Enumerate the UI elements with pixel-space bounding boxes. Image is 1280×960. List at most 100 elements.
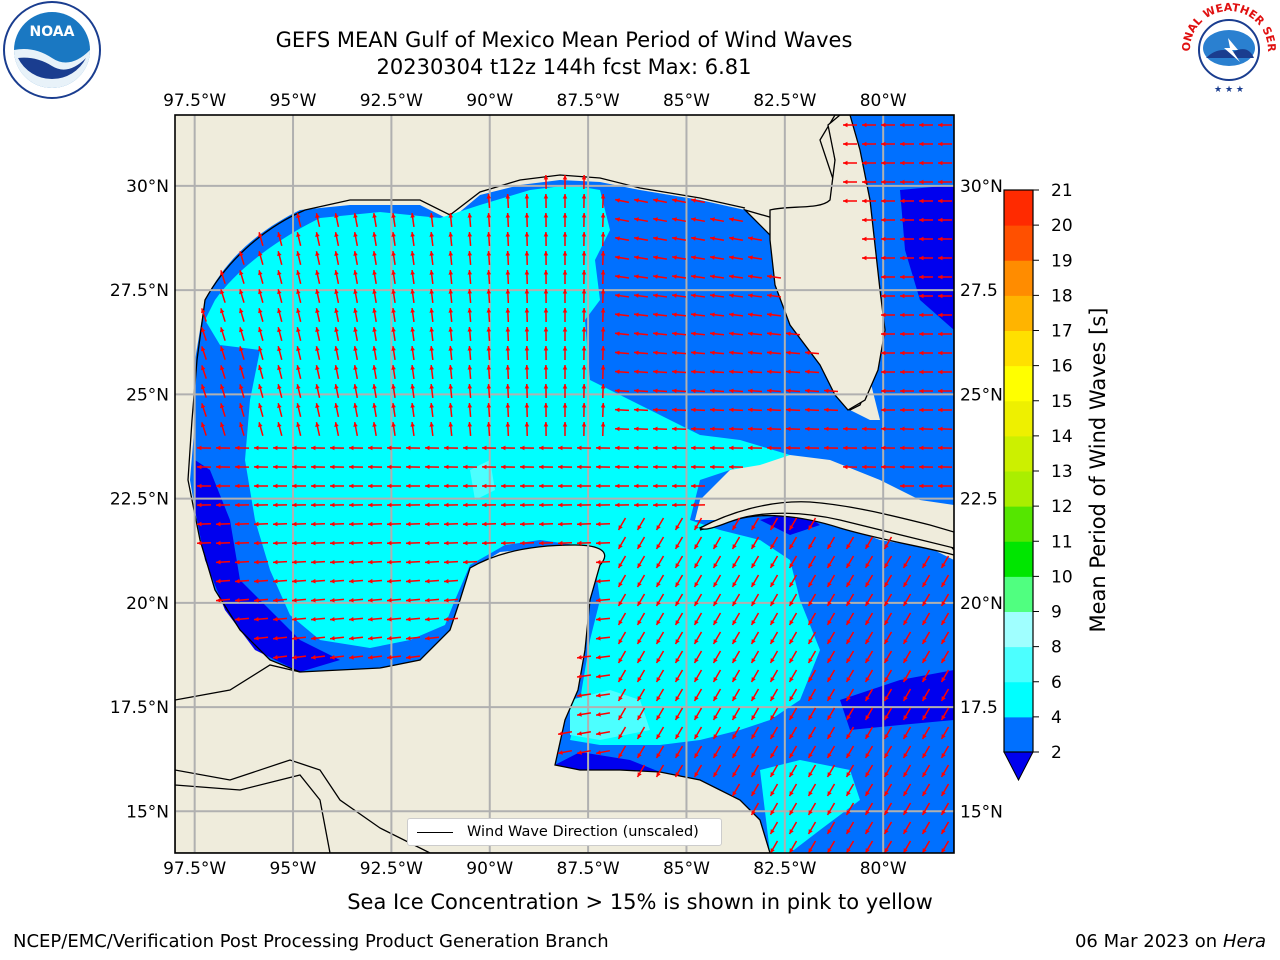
lat-label-left: 27.5°N (110, 281, 169, 301)
wind-arrow-head (824, 445, 829, 451)
wind-arrow-head (843, 160, 848, 166)
wind-arrow-head (789, 848, 794, 853)
wind-arrow-head (429, 384, 434, 389)
colorbar-tick-label: 9 (1051, 603, 1062, 623)
wind-arrow-head (865, 715, 870, 721)
wind-arrow-head (900, 236, 905, 242)
wind-arrow-head (919, 388, 924, 394)
wind-arrow-head (391, 327, 396, 332)
wind-arrow-head (311, 655, 316, 660)
wind-arrow-head (596, 445, 601, 451)
wind-arrow-head (732, 525, 737, 531)
wind-arrow-head (938, 236, 943, 242)
wind-arrow-head (596, 674, 601, 679)
wind-arrow-head (656, 582, 661, 588)
wind-arrow-head (201, 384, 206, 390)
wind-arrow-head (634, 274, 639, 279)
wind-arrow-head (634, 388, 639, 394)
wind-arrow-head (862, 236, 867, 242)
wind-arrow-head (770, 563, 775, 569)
wind-arrow-head (429, 365, 434, 370)
wind-arrow-head (710, 331, 715, 336)
footer-date: 06 Mar 2023 on Hera (1075, 931, 1266, 952)
wind-arrow-head (311, 616, 316, 622)
wind-arrow-head (691, 407, 696, 413)
wind-arrow-head (505, 327, 511, 332)
wind-arrow-head (235, 502, 240, 508)
wind-arrow-head (581, 270, 587, 275)
wind-arrow-head (710, 217, 715, 222)
lon-label-top: 80°W (860, 91, 907, 111)
wind-arrow-head (425, 578, 430, 584)
wind-arrow-head (843, 179, 848, 185)
wind-arrow-head (827, 772, 832, 778)
wind-arrow-head (770, 696, 775, 702)
wind-arrow-head (770, 810, 775, 816)
wind-arrow-head (865, 772, 870, 778)
wind-arrow-head (938, 388, 943, 394)
wind-arrow-head (900, 274, 905, 280)
wind-arrow-head (808, 677, 813, 683)
wind-arrow-head (653, 483, 658, 489)
wind-arrow-head (334, 232, 339, 237)
wind-arrow-head (292, 616, 297, 622)
wind-arrow-head (330, 636, 335, 641)
wind-arrow-head (824, 388, 829, 394)
colorbar: 2 4 6 8 9 10 11 12 13 14 15 16 17 18 19 20 21 (1003, 181, 1073, 782)
wind-arrow-head (767, 312, 772, 317)
wind-arrow-head (900, 483, 905, 489)
wind-arrow-head (919, 198, 924, 204)
wind-arrow-head (618, 639, 623, 645)
wind-arrow-head (444, 502, 449, 508)
wind-arrow-head (235, 616, 240, 622)
wind-arrow-head (273, 597, 278, 603)
wind-arrow-head (710, 369, 715, 375)
wind-arrow-head (786, 388, 791, 394)
wind-arrow-head (786, 369, 791, 375)
wind-arrow-head (239, 308, 244, 314)
wind-arrow-head (865, 639, 870, 645)
wind-arrow-head (865, 658, 870, 664)
wind-arrow-head (482, 502, 487, 508)
wind-arrow-head (505, 308, 511, 313)
colorbar-swatch (1004, 716, 1033, 753)
wind-arrow-head (368, 502, 373, 508)
wind-arrow-head (296, 251, 301, 257)
wind-arrow-head (713, 563, 718, 569)
wind-arrow-head (410, 232, 415, 237)
wind-arrow-head (463, 540, 468, 546)
wind-arrow-head (884, 696, 889, 702)
wind-arrow-head (311, 445, 316, 451)
wind-arrow-head (846, 677, 851, 683)
wind-arrow-head (429, 422, 434, 427)
wind-arrow-head (751, 658, 756, 664)
wind-arrow-head (694, 715, 699, 721)
wind-arrow-head (675, 582, 680, 588)
wind-arrow-head (938, 274, 943, 280)
wind-arrow-head (691, 426, 696, 432)
wind-arrow-head (220, 289, 225, 295)
wind-arrow-head (524, 213, 530, 218)
wind-arrow-head (846, 791, 851, 797)
wind-arrow-head (600, 232, 606, 237)
wind-arrow-head (581, 365, 587, 370)
svg-text:★ ★ ★: ★ ★ ★ (1214, 85, 1244, 95)
legend-label: Wind Wave Direction (unscaled) (467, 824, 699, 840)
wind-arrow-head (710, 312, 715, 317)
wind-arrow-head (751, 601, 756, 607)
wind-arrow-head (562, 232, 568, 237)
wind-arrow-head (311, 540, 316, 546)
wind-arrow-head (391, 384, 396, 389)
wind-arrow-head (710, 407, 715, 413)
wind-arrow-head (201, 403, 206, 409)
wind-arrow-head (919, 350, 924, 356)
wind-arrow-head (881, 141, 886, 147)
wind-arrow-head (751, 753, 756, 759)
wind-arrow-head (827, 658, 832, 664)
wind-arrow-head (789, 829, 794, 835)
wind-arrow-head (805, 350, 810, 356)
wind-arrow-head (808, 848, 813, 853)
wind-arrow-head (520, 483, 525, 489)
wind-arrow-head (372, 289, 377, 294)
wind-arrow-head (368, 616, 373, 622)
